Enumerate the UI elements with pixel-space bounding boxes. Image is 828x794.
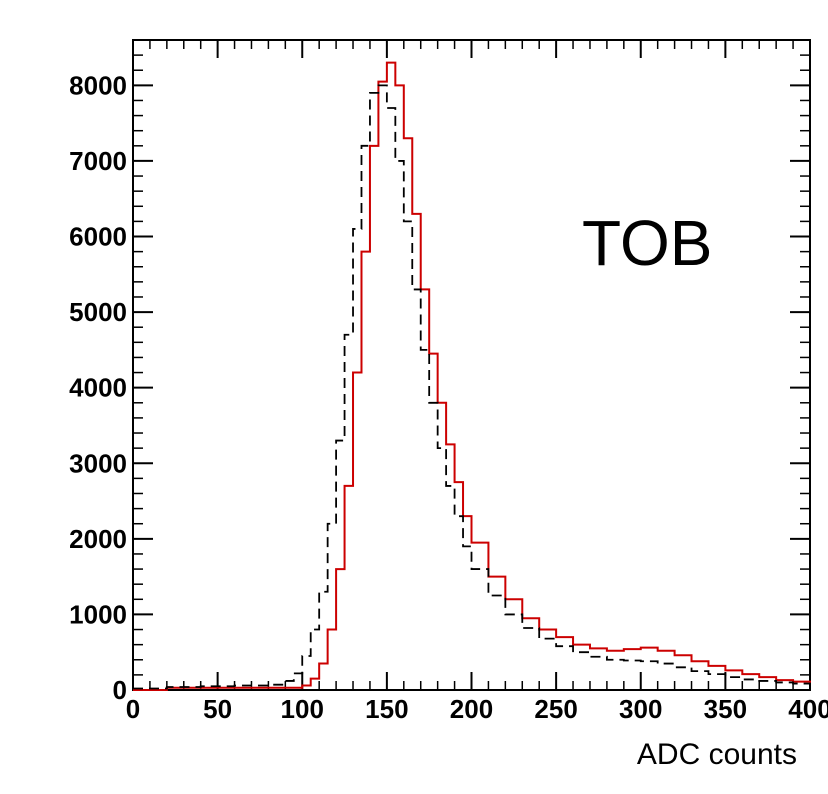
x-tick-label: 200: [450, 694, 493, 724]
y-tick-labels: 0 1000 2000 3000 4000 5000 6000 7000 8000: [69, 70, 127, 705]
series-solid-red: [133, 61, 811, 691]
x-tick-label: 50: [203, 694, 232, 724]
tick-marks: [132, 39, 811, 691]
y-tick-label: 2000: [69, 524, 127, 554]
x-tick-label: 400: [788, 694, 828, 724]
y-tick-label: 8000: [69, 70, 127, 100]
y-tick-label: 3000: [69, 448, 127, 478]
y-tick-label: 1000: [69, 599, 127, 629]
frame: [132, 39, 811, 691]
y-tick-label: 4000: [69, 373, 127, 403]
x-tick-label: 250: [534, 694, 577, 724]
y-tick-label: 5000: [69, 297, 127, 327]
x-tick-label: 0: [126, 694, 140, 724]
y-tick-label: 6000: [69, 222, 127, 252]
x-tick-label: 150: [365, 694, 408, 724]
x-tick-label: 100: [281, 694, 324, 724]
x-tick-labels: 0 50 100 150 200 250 300 350 400: [126, 694, 828, 724]
x-axis-title: ADC counts: [637, 738, 797, 771]
y-tick-label: 0: [113, 675, 127, 705]
series-layer: [133, 61, 811, 691]
x-tick-label: 300: [619, 694, 662, 724]
y-tick-label: 7000: [69, 146, 127, 176]
x-tick-label: 350: [704, 694, 747, 724]
series-dashed-black: [133, 84, 811, 690]
annotation-label: TOB: [582, 207, 712, 279]
